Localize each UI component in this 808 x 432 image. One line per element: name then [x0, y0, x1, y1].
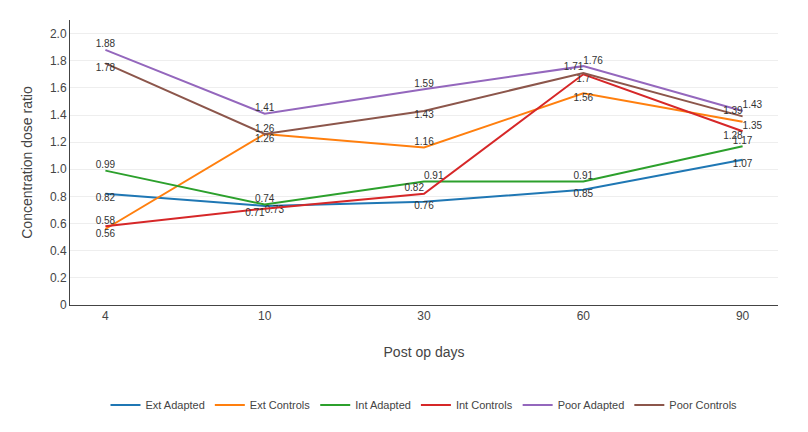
svg-text:1.59: 1.59 [414, 78, 434, 89]
svg-text:1.71: 1.71 [564, 61, 584, 72]
svg-text:1.35: 1.35 [743, 120, 763, 131]
svg-text:1.28: 1.28 [723, 130, 743, 141]
svg-text:1.56: 1.56 [574, 92, 594, 103]
svg-text:1.88: 1.88 [96, 38, 116, 49]
svg-text:0.85: 0.85 [574, 188, 594, 199]
svg-text:0.6: 0.6 [50, 217, 67, 231]
svg-text:1.41: 1.41 [255, 102, 275, 113]
svg-text:0.2: 0.2 [50, 271, 67, 285]
svg-text:1.43: 1.43 [414, 109, 434, 120]
svg-text:0.99: 0.99 [96, 159, 116, 170]
svg-text:Post op days: Post op days [384, 344, 465, 360]
svg-text:60: 60 [577, 309, 591, 323]
svg-text:Concentration dose ratio: Concentration dose ratio [19, 86, 35, 239]
svg-text:0.8: 0.8 [50, 190, 67, 204]
svg-text:1.76: 1.76 [583, 55, 603, 66]
svg-text:Ext Adapted: Ext Adapted [146, 399, 205, 411]
svg-text:1.4: 1.4 [50, 108, 67, 122]
svg-text:1.78: 1.78 [96, 62, 116, 73]
svg-text:Poor Adapted: Poor Adapted [558, 399, 625, 411]
svg-text:1.8: 1.8 [50, 54, 67, 68]
svg-text:Ext Controls: Ext Controls [250, 399, 310, 411]
svg-text:0.58: 0.58 [96, 215, 116, 226]
svg-text:0.76: 0.76 [414, 200, 434, 211]
svg-text:1.0: 1.0 [50, 162, 67, 176]
svg-text:1.17: 1.17 [733, 135, 753, 146]
svg-text:1.39: 1.39 [723, 105, 743, 116]
svg-text:0.91: 0.91 [424, 170, 444, 181]
svg-text:10: 10 [258, 309, 272, 323]
svg-text:0.56: 0.56 [96, 228, 116, 239]
svg-text:Int Controls: Int Controls [456, 399, 513, 411]
svg-text:Poor Controls: Poor Controls [669, 399, 737, 411]
svg-text:1.43: 1.43 [743, 99, 763, 110]
svg-text:0.73: 0.73 [265, 204, 285, 215]
svg-text:0.4: 0.4 [50, 244, 67, 258]
svg-text:90: 90 [736, 309, 750, 323]
svg-text:1.26: 1.26 [255, 123, 275, 134]
svg-text:0.82: 0.82 [405, 182, 425, 193]
svg-text:Int Adapted: Int Adapted [355, 399, 411, 411]
svg-text:0: 0 [60, 298, 67, 312]
svg-text:1.6: 1.6 [50, 81, 67, 95]
svg-text:0.82: 0.82 [96, 192, 116, 203]
svg-text:1.7: 1.7 [576, 73, 590, 84]
svg-text:0.71: 0.71 [245, 207, 265, 218]
svg-text:1.2: 1.2 [50, 135, 67, 149]
svg-text:1.16: 1.16 [414, 136, 434, 147]
svg-text:30: 30 [417, 309, 431, 323]
svg-text:2.0: 2.0 [50, 27, 67, 41]
svg-text:0.91: 0.91 [574, 170, 594, 181]
svg-text:1.07: 1.07 [733, 158, 753, 169]
svg-text:1.26: 1.26 [255, 133, 275, 144]
svg-text:0.74: 0.74 [255, 193, 275, 204]
svg-text:4: 4 [102, 309, 109, 323]
